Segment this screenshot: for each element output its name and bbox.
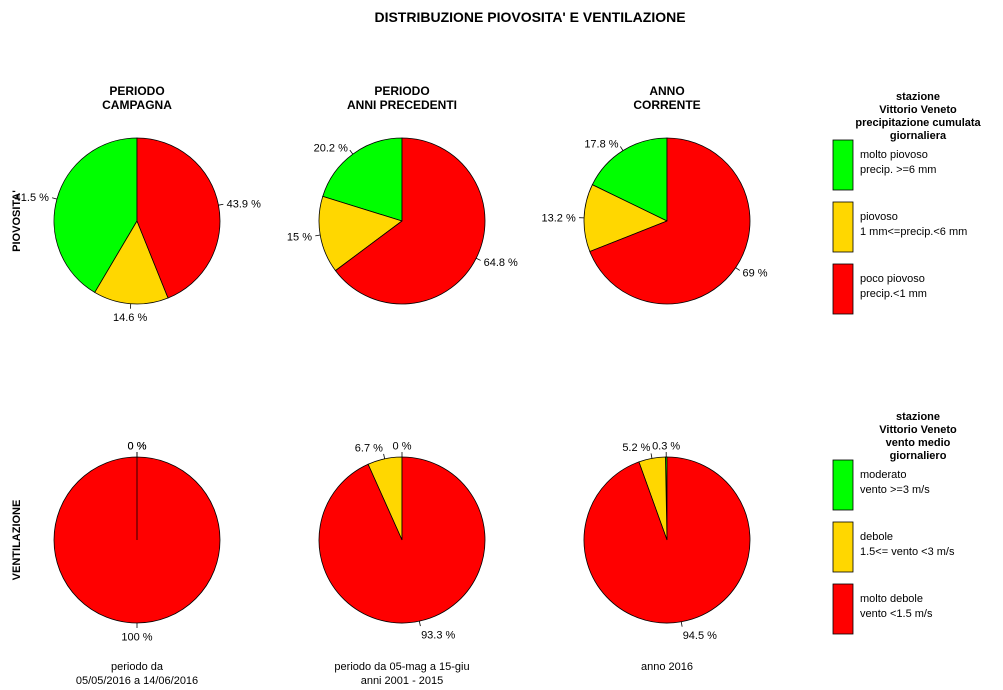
data-label: 0.3 %: [652, 441, 680, 453]
label-leader: [418, 621, 421, 627]
data-label: 100 %: [121, 631, 152, 643]
data-label: 15 %: [287, 231, 312, 243]
data-label: 14.6 %: [113, 312, 147, 324]
column-footer: periodo da 05-mag a 15-giu anni 2001 - 20…: [334, 661, 469, 687]
data-label: 41.5 %: [15, 192, 49, 204]
legend-swatch: [832, 459, 854, 511]
legend-label: debole 1.5<= vento <3 m/s: [860, 531, 955, 558]
label-leader: [650, 453, 653, 459]
data-label: 94.5 %: [683, 630, 717, 642]
legend-label: poco piovoso precip.<1 mm: [860, 273, 927, 300]
label-leader: [476, 257, 481, 261]
label-leader: [619, 146, 624, 151]
pie-slice: [318, 456, 486, 624]
legend-label: moderato vento >=3 m/s: [860, 469, 930, 496]
column-footer: periodo da 05/05/2016 a 14/06/2016: [76, 661, 198, 687]
data-label: 13.2 %: [542, 213, 576, 225]
column-footer: anno 2016: [641, 661, 693, 673]
row-label: PIOVOSITA': [11, 190, 23, 252]
legend-swatch: [832, 139, 854, 191]
pie-slice: [318, 195, 403, 272]
data-label: 17.8 %: [584, 139, 618, 151]
label-leader: [52, 197, 58, 200]
pie-slice: [136, 137, 221, 299]
data-label: 43.9 %: [227, 199, 261, 211]
legend-label: molto debole vento <1.5 m/s: [860, 593, 933, 620]
legend-swatch: [832, 583, 854, 635]
data-label: 0 %: [393, 441, 412, 453]
column-title: PERIODO CAMPAGNA: [102, 84, 172, 112]
pie-slice: [334, 137, 486, 305]
label-leader: [218, 203, 224, 206]
data-label: 64.8 %: [484, 257, 518, 269]
label-leader: [383, 453, 386, 459]
pie-slice: [583, 456, 751, 624]
pie-slice: [53, 456, 221, 624]
chart-title: DISTRIBUZIONE PIOVOSITA' E VENTILAZIONE: [374, 9, 685, 25]
data-label: 20.2 %: [314, 142, 348, 154]
pie-slice: [94, 220, 169, 305]
label-leader: [315, 234, 321, 237]
data-label: 6.7 %: [355, 443, 383, 455]
data-label: 69 %: [743, 267, 768, 279]
data-label: 0 %: [128, 441, 147, 453]
data-label: 5.2 %: [622, 442, 650, 454]
legend-label: piovoso 1 mm<=precip.<6 mm: [860, 211, 967, 238]
legend-swatch: [832, 201, 854, 253]
legend-title: stazione Vittorio Veneto precipitazione cu…: [855, 91, 981, 142]
legend-label: molto piovoso precip. >=6 mm: [860, 149, 936, 176]
pie-slice: [53, 137, 138, 293]
data-label: 0 %: [128, 441, 147, 453]
column-title: ANNO CORRENTE: [633, 84, 700, 112]
pie-slice: [583, 184, 668, 253]
data-label: 93.3 %: [421, 629, 455, 641]
label-leader: [680, 621, 683, 627]
legend-title: stazione Vittorio Veneto vento medio giorna…: [879, 411, 957, 462]
column-title: PERIODO ANNI PRECEDENTI: [347, 84, 457, 112]
label-leader: [349, 149, 354, 155]
row-label: VENTILAZIONE: [11, 500, 23, 581]
label-leader: [735, 267, 740, 271]
pie-slice: [591, 137, 668, 222]
legend-swatch: [832, 521, 854, 573]
legend-swatch: [832, 263, 854, 315]
